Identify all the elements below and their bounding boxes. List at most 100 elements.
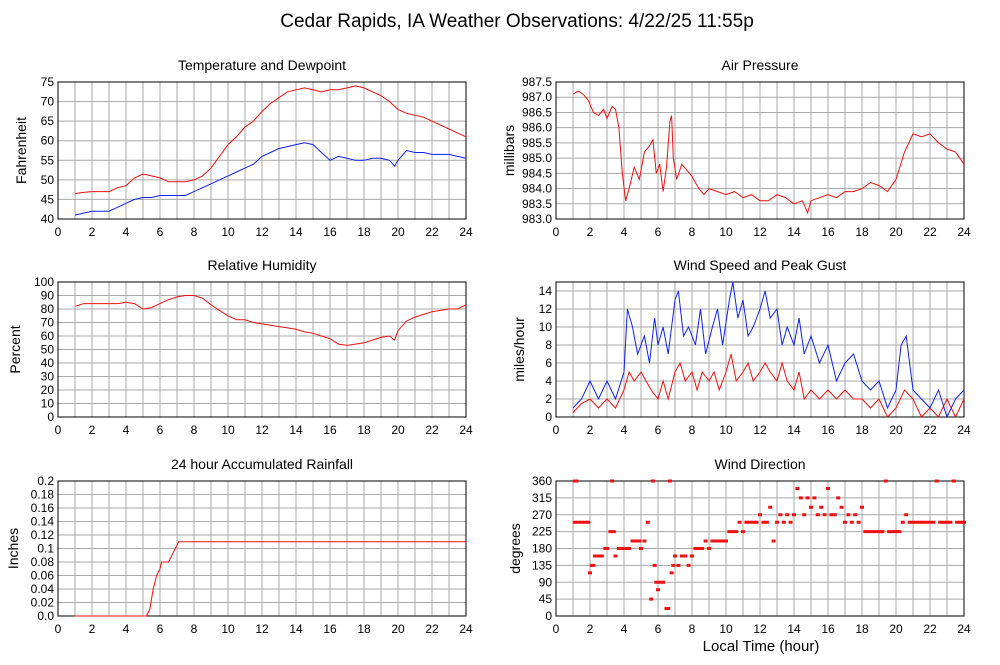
y-tick-label: 983.0 (522, 212, 552, 226)
chart-title: Relative Humidity (208, 257, 317, 273)
y-tick-label: 983.5 (522, 197, 552, 211)
y-tick-label: 984.0 (522, 182, 552, 196)
x-tick-label: 4 (123, 423, 130, 437)
x-tick-label: 22 (425, 622, 439, 636)
data-point (863, 530, 868, 534)
y-tick-label: 360 (532, 474, 552, 488)
data-point (574, 479, 579, 483)
y-axis-label: degrees (507, 523, 523, 574)
series-line-0 (74, 295, 467, 346)
y-tick-label: 0 (545, 410, 552, 424)
chart-title: Wind Direction (714, 456, 805, 472)
y-tick-label: 0.18 (31, 488, 55, 502)
y-tick-label: 0.16 (31, 501, 55, 515)
plot-frame (555, 480, 965, 617)
y-tick-label: 270 (532, 508, 552, 522)
y-tick-label: 20 (41, 383, 55, 397)
x-tick-label: 22 (425, 225, 439, 239)
data-point (819, 505, 824, 509)
data-point (904, 513, 909, 517)
data-point (853, 513, 858, 517)
y-tick-label: 70 (41, 316, 55, 330)
x-tick-label: 10 (221, 423, 235, 437)
x-tick-label: 16 (821, 622, 835, 636)
y-axis-label: Inches (5, 528, 21, 569)
y-tick-label: 60 (41, 134, 55, 148)
data-point (958, 520, 963, 524)
data-point (775, 520, 779, 524)
x-tick-label: 12 (753, 225, 767, 239)
x-tick-label: 22 (923, 225, 937, 239)
page-title: Cedar Rapids, IA Weather Observations: 4… (280, 11, 754, 32)
data-point (649, 597, 654, 601)
y-tick-label: 0.14 (31, 515, 55, 529)
x-tick-label: 0 (553, 622, 560, 636)
y-tick-label: 30 (41, 370, 55, 384)
y-tick-label: 0.0 (37, 609, 54, 623)
x-tick-label: 12 (753, 423, 767, 437)
x-tick-label: 2 (587, 423, 594, 437)
data-point (843, 520, 847, 524)
data-point (642, 539, 647, 543)
x-tick-label: 16 (323, 423, 337, 437)
data-point (676, 563, 681, 567)
x-tick-label: 12 (255, 225, 269, 239)
data-point (720, 539, 725, 543)
x-tick-label: 10 (221, 622, 235, 636)
x-tick-label: 20 (391, 423, 405, 437)
x-tick-label: 22 (923, 622, 937, 636)
y-axis-label: Percent (7, 325, 23, 373)
y-tick-label: 12 (539, 302, 553, 316)
data-point (785, 513, 790, 517)
x-tick-label: 4 (123, 622, 130, 636)
data-point (730, 530, 735, 534)
x-tick-label: 14 (289, 622, 303, 636)
x-tick-label: 16 (821, 225, 835, 239)
x-tick-label: 18 (357, 423, 371, 437)
x-tick-label: 8 (689, 423, 696, 437)
x-tick-label: 4 (621, 423, 628, 437)
data-point (856, 520, 861, 524)
y-tick-label: 987.5 (522, 75, 552, 89)
data-point (917, 520, 922, 524)
data-point (713, 539, 718, 543)
plot-frame (57, 480, 467, 617)
series-line-0 (572, 90, 965, 215)
x-tick-label: 18 (357, 622, 371, 636)
data-point (802, 513, 807, 517)
x-tick-label: 24 (957, 225, 971, 239)
x-tick-label: 0 (55, 622, 62, 636)
y-tick-label: 315 (532, 491, 552, 505)
x-tick-label: 6 (157, 423, 164, 437)
x-tick-label: 20 (889, 423, 903, 437)
plot-frame (57, 81, 467, 220)
data-point (849, 520, 854, 524)
series-line-1 (572, 281, 965, 419)
data-point (788, 520, 793, 524)
data-point (610, 479, 615, 483)
y-tick-label: 65 (41, 114, 55, 128)
plot-frame (555, 281, 965, 418)
x-tick-label: 6 (655, 622, 662, 636)
data-point (639, 547, 643, 550)
x-tick-label: 20 (391, 225, 405, 239)
y-tick-label: 0 (47, 410, 54, 424)
y-tick-label: 100 (34, 275, 54, 289)
data-point (579, 520, 584, 524)
data-point (846, 513, 851, 517)
data-point (860, 505, 864, 509)
data-point (839, 505, 844, 509)
y-tick-label: 45 (539, 592, 553, 606)
data-point (907, 520, 912, 524)
data-point (586, 520, 591, 524)
data-point (914, 520, 919, 524)
y-tick-label: 135 (532, 558, 552, 572)
y-axis-label: Fahrenheit (13, 117, 29, 184)
y-tick-label: 0.06 (31, 569, 55, 583)
x-tick-label: 20 (391, 622, 405, 636)
y-tick-label: 45 (41, 192, 55, 206)
y-tick-label: 40 (41, 356, 55, 370)
